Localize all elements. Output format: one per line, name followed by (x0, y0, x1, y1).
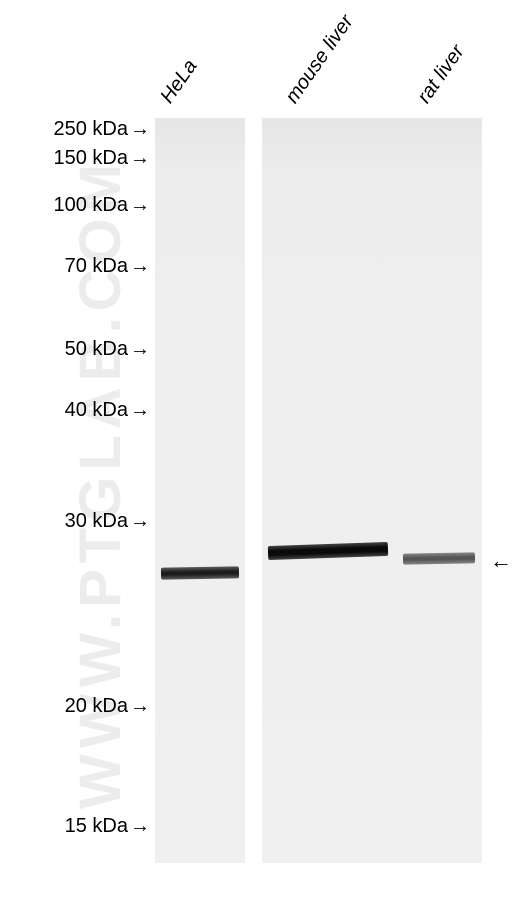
arrow-icon: → (130, 194, 150, 217)
mw-100: 100 kDa→ (54, 194, 151, 217)
arrow-icon: → (130, 695, 150, 718)
arrow-icon: → (130, 147, 150, 170)
arrow-icon: → (130, 118, 150, 141)
arrow-icon: → (130, 255, 150, 278)
mw-30: 30 kDa→ (65, 510, 150, 533)
mw-70: 70 kDa→ (65, 255, 150, 278)
lane-hela (155, 118, 245, 863)
mw-50: 50 kDa→ (65, 338, 150, 361)
band-mouse-liver (268, 542, 388, 560)
lane-label-hela: HeLa (156, 56, 202, 108)
mw-150: 150 kDa→ (54, 147, 151, 170)
mw-20: 20 kDa→ (65, 695, 150, 718)
mw-label-text: 20 kDa (65, 695, 128, 717)
blot-container: WWW.PTGLAB.COM 250 kDa→ 150 kDa→ 100 kDa… (0, 0, 530, 903)
mw-15: 15 kDa→ (65, 815, 150, 838)
lane-label-rat-liver: rat liver (413, 41, 469, 108)
lane-label-mouse-liver: mouse liver (281, 11, 358, 108)
band-hela (161, 566, 239, 579)
mw-label-text: 50 kDa (65, 338, 128, 360)
band-rat-liver (403, 552, 475, 564)
arrow-icon: → (130, 399, 150, 422)
mw-label-text: 250 kDa (54, 118, 129, 140)
lane-panel-right (262, 118, 482, 863)
mw-label-text: 15 kDa (65, 815, 128, 837)
mw-label-text: 150 kDa (54, 147, 129, 169)
arrow-icon: → (130, 815, 150, 838)
mw-40: 40 kDa→ (65, 399, 150, 422)
arrow-icon: → (130, 338, 150, 361)
mw-label-text: 30 kDa (65, 510, 128, 532)
mw-label-text: 70 kDa (65, 255, 128, 277)
mw-label-text: 100 kDa (54, 194, 129, 216)
arrow-icon: → (130, 510, 150, 533)
band-indicator-arrow-icon: ← (490, 548, 512, 574)
mw-label-text: 40 kDa (65, 399, 128, 421)
mw-250: 250 kDa→ (54, 118, 151, 141)
